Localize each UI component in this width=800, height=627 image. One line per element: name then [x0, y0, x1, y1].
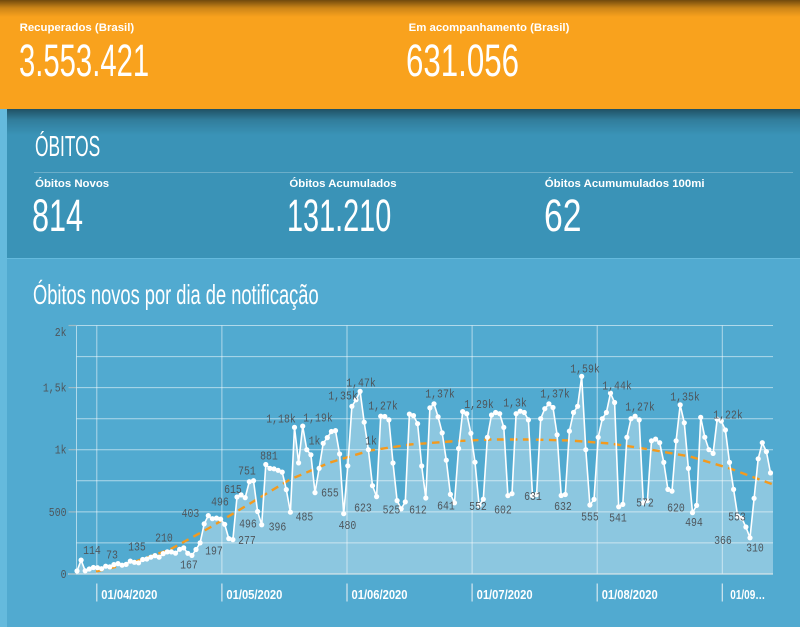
svg-text:496: 496 — [211, 496, 229, 509]
svg-text:623: 623 — [354, 502, 372, 515]
svg-text:403: 403 — [182, 508, 200, 521]
svg-text:1k: 1k — [365, 435, 377, 448]
svg-text:1,35k: 1,35k — [328, 390, 358, 403]
svg-text:480: 480 — [339, 520, 357, 533]
svg-text:541: 541 — [609, 512, 627, 525]
svg-text:01/09…: 01/09… — [730, 587, 765, 602]
svg-text:1,19k: 1,19k — [303, 412, 333, 425]
svg-text:01/08/2020: 01/08/2020 — [602, 587, 658, 602]
svg-text:73: 73 — [106, 549, 118, 562]
svg-text:114: 114 — [83, 545, 101, 558]
svg-text:1,44k: 1,44k — [602, 380, 632, 393]
svg-text:602: 602 — [494, 504, 512, 517]
svg-text:210: 210 — [155, 532, 173, 545]
svg-text:1,5k: 1,5k — [43, 382, 67, 395]
svg-text:500: 500 — [49, 506, 67, 519]
svg-text:396: 396 — [269, 521, 287, 534]
svg-text:525: 525 — [383, 504, 401, 517]
svg-text:01/06/2020: 01/06/2020 — [352, 587, 408, 602]
svg-text:135: 135 — [128, 541, 146, 554]
svg-text:1,35k: 1,35k — [670, 391, 700, 404]
svg-text:631: 631 — [524, 491, 542, 504]
svg-text:2k: 2k — [55, 327, 67, 340]
svg-text:552: 552 — [469, 501, 487, 514]
svg-text:751: 751 — [238, 465, 256, 478]
svg-text:1,29k: 1,29k — [464, 399, 494, 412]
svg-text:612: 612 — [409, 504, 427, 517]
svg-text:366: 366 — [714, 535, 732, 548]
svg-text:01/07/2020: 01/07/2020 — [477, 587, 533, 602]
svg-text:496: 496 — [239, 518, 257, 531]
svg-text:277: 277 — [238, 535, 256, 548]
svg-text:310: 310 — [746, 542, 764, 555]
svg-text:1k: 1k — [309, 435, 321, 448]
svg-text:620: 620 — [667, 502, 685, 515]
svg-text:1k: 1k — [55, 444, 67, 457]
svg-text:641: 641 — [437, 500, 455, 513]
svg-text:197: 197 — [205, 545, 223, 558]
svg-text:1,37k: 1,37k — [425, 388, 455, 401]
svg-text:1,37k: 1,37k — [540, 388, 570, 401]
svg-text:655: 655 — [321, 487, 339, 500]
svg-text:632: 632 — [554, 501, 572, 514]
svg-text:167: 167 — [180, 559, 198, 572]
svg-text:01/04/2020: 01/04/2020 — [101, 587, 157, 602]
svg-text:1,47k: 1,47k — [346, 377, 376, 390]
svg-text:615: 615 — [224, 484, 242, 497]
svg-text:485: 485 — [296, 511, 314, 524]
svg-text:1,22k: 1,22k — [713, 409, 743, 422]
svg-text:1,59k: 1,59k — [570, 363, 600, 376]
svg-text:555: 555 — [581, 511, 599, 524]
svg-text:494: 494 — [685, 517, 703, 530]
svg-text:1,27k: 1,27k — [625, 401, 655, 414]
svg-text:1,27k: 1,27k — [368, 400, 398, 413]
svg-text:572: 572 — [636, 497, 654, 510]
svg-text:553: 553 — [728, 511, 746, 524]
svg-text:01/05/2020: 01/05/2020 — [226, 587, 282, 602]
svg-text:881: 881 — [260, 450, 278, 463]
svg-text:0: 0 — [61, 569, 67, 582]
svg-text:1,3k: 1,3k — [503, 397, 527, 410]
svg-text:1,18k: 1,18k — [266, 413, 296, 426]
